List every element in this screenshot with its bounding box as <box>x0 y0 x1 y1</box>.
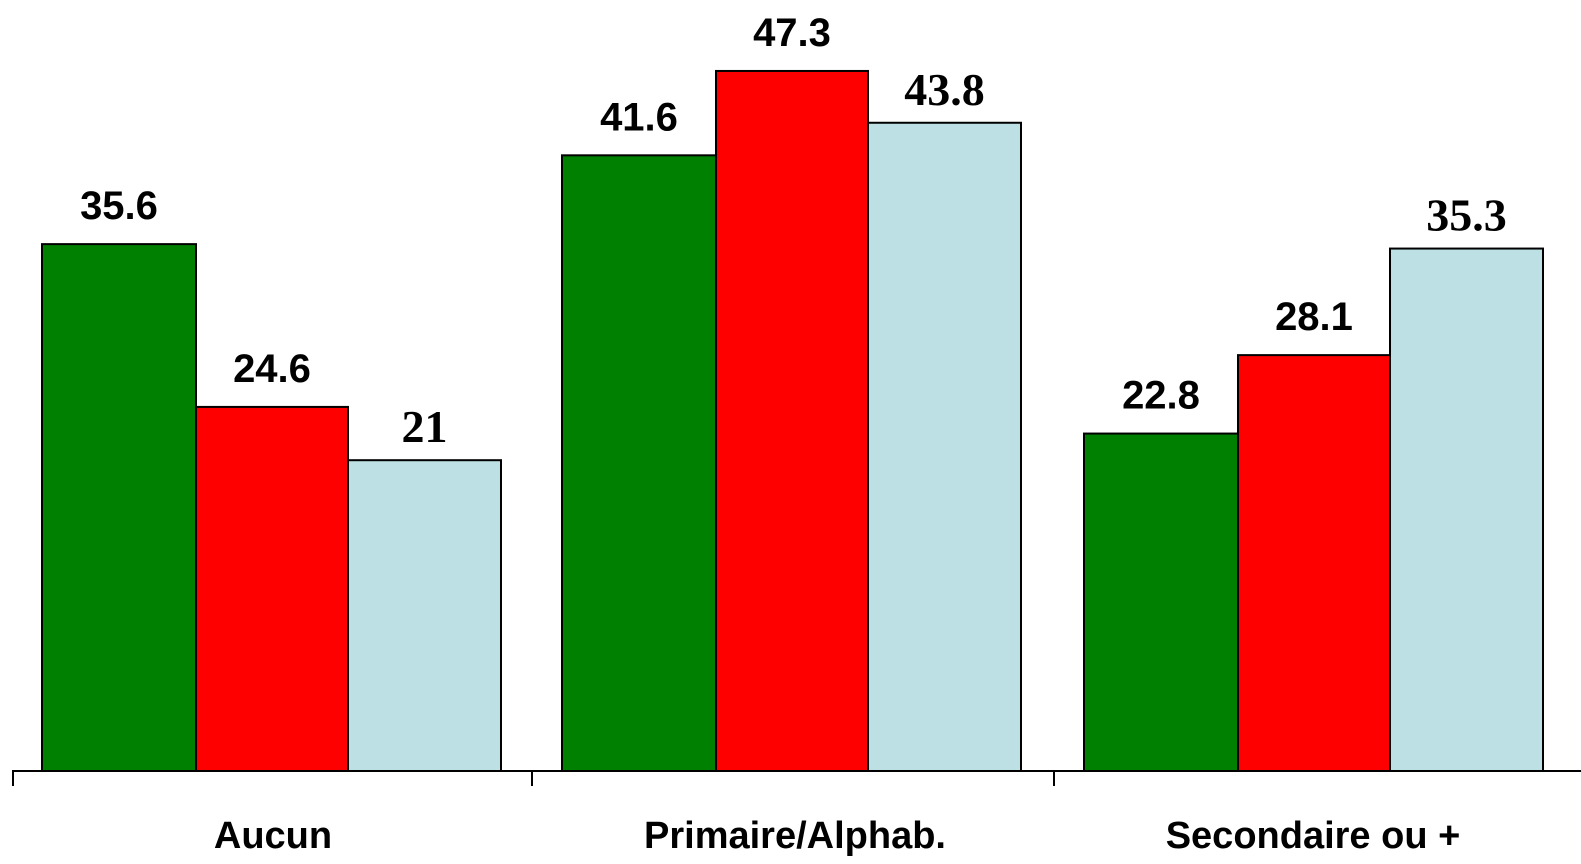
data-label: 43.8 <box>904 64 985 115</box>
bar-aucun-series-2 <box>195 405 349 772</box>
bar-aucun-series-3 <box>347 459 502 772</box>
bars-layer <box>41 69 1544 772</box>
x-axis <box>12 770 1581 786</box>
data-label: 35.3 <box>1426 190 1507 241</box>
bar-secondaire-ou--series-1 <box>1083 432 1239 772</box>
category-label: Secondaire ou + <box>1166 815 1461 857</box>
data-label: 21 <box>402 401 448 452</box>
bar-primaire-alphab--series-2 <box>715 69 869 772</box>
bar-secondaire-ou--series-3 <box>1389 247 1544 772</box>
bar-secondaire-ou--series-2 <box>1237 354 1391 772</box>
bar-aucun-series-1 <box>41 243 197 772</box>
category-label: Aucun <box>214 815 332 857</box>
category-label: Primaire/Alphab. <box>644 815 946 857</box>
data-label: 22.8 <box>1122 374 1200 418</box>
data-label: 24.6 <box>233 347 311 391</box>
data-label: 28.1 <box>1275 295 1353 339</box>
category-labels-layer: Aucun Primaire/Alphab. Secondaire ou + <box>214 815 1460 857</box>
data-labels-layer: 35.6 24.6 21 41.6 47.3 43.8 22.8 28.1 35.3 <box>80 11 1507 452</box>
data-label: 41.6 <box>600 95 678 139</box>
bar-primaire-alphab--series-3 <box>867 121 1022 772</box>
data-label: 47.3 <box>753 11 831 55</box>
data-label: 35.6 <box>80 184 158 228</box>
bar-primaire-alphab--series-1 <box>561 154 717 772</box>
